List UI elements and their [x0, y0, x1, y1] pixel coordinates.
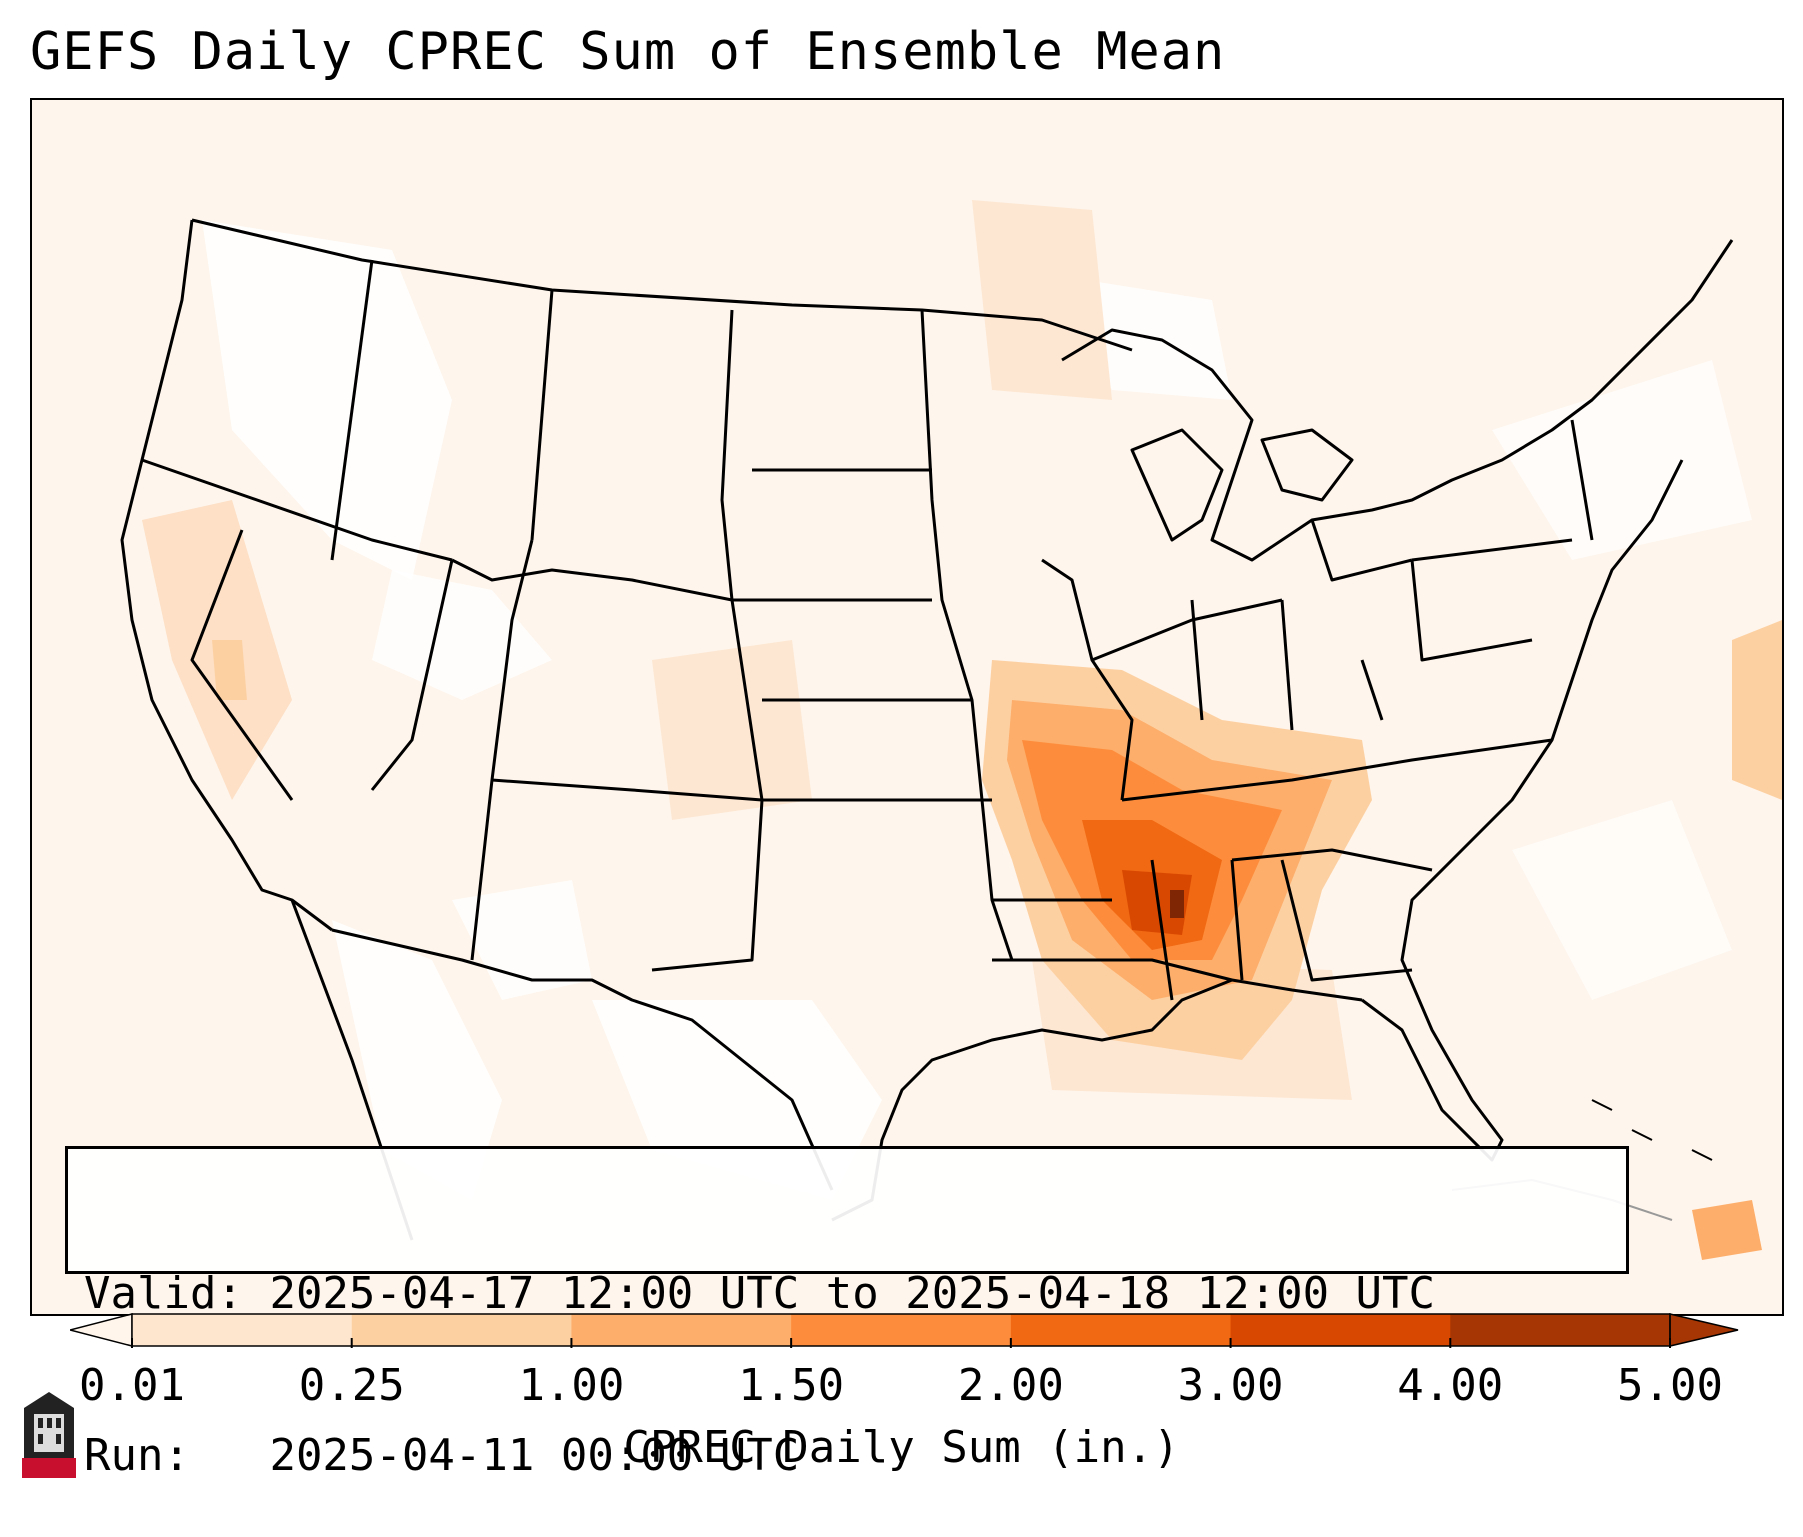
run-row: Run: 2025-04-11 00:00 UTC: [84, 1429, 1626, 1483]
colorbar-tick-label: 3.00: [1177, 1360, 1284, 1411]
validity-info-box: Valid: 2025-04-17 12:00 UTC to 2025-04-1…: [65, 1146, 1629, 1481]
colorbar-border: [131, 1313, 1671, 1347]
colorbar-extend-high: [1669, 1313, 1739, 1347]
colorbar-tick-label: 2.00: [957, 1360, 1064, 1411]
colorbar-tick-label: 0.01: [79, 1360, 185, 1411]
run-label: Run:: [84, 1430, 190, 1481]
map-title: GEFS Daily CPREC Sum of Ensemble Mean: [30, 22, 1226, 82]
valid-value: 2025-04-17 12:00 UTC to 2025-04-18 12:00…: [269, 1268, 1436, 1319]
colorbar-tick-label: 4.00: [1397, 1360, 1504, 1411]
colorbar-segment: [1450, 1314, 1671, 1346]
colorbar-segment: [791, 1314, 1012, 1346]
niu-logo-icon: [22, 1392, 76, 1478]
colorbar-segment: [1010, 1314, 1232, 1346]
precipitation-map: [30, 98, 1784, 1316]
map-canvas: [32, 100, 1782, 1314]
colorbar-extend-low: [70, 1313, 133, 1347]
colorbar: [70, 1313, 1739, 1348]
colorbar-segment: [571, 1314, 792, 1346]
valid-label: Valid:: [84, 1268, 243, 1319]
precip-field: [32, 100, 1782, 1314]
colorbar-tick-label: 5.00: [1617, 1360, 1723, 1411]
colorbar-tick-label: 1.50: [738, 1360, 845, 1411]
colorbar-segment: [351, 1314, 572, 1346]
valid-row: Valid: 2025-04-17 12:00 UTC to 2025-04-1…: [84, 1267, 1626, 1321]
map-boundaries: [120, 218, 1734, 1241]
colorbar-title: CPREC Daily Sum (in.): [623, 1422, 1180, 1473]
run-value: 2025-04-11 00:00 UTC: [269, 1430, 800, 1481]
colorbar-segment: [1230, 1314, 1451, 1346]
colorbar-tick-label: 1.00: [518, 1360, 625, 1411]
colorbar-segment: [132, 1314, 353, 1346]
colorbar-tick-label: 0.25: [298, 1360, 405, 1411]
